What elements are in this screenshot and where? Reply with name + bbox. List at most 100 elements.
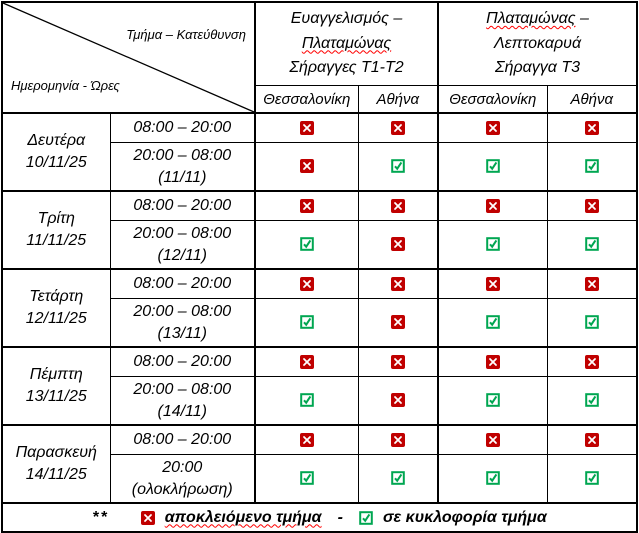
closed-x-icon — [485, 120, 500, 135]
tunnel-t3-label: Σήραγγα Τ3 — [495, 59, 581, 77]
time-note: (11/11) — [158, 168, 207, 186]
time-note: (14/11) — [157, 402, 207, 420]
open-check-icon — [299, 237, 314, 252]
time-slot-cell: 20:00 – 08:00 (11/11) — [109, 142, 256, 192]
closed-x-icon — [299, 159, 314, 174]
closed-x-icon — [390, 198, 405, 213]
time-slot-cell: 20:00 – 08:00 (13/11) — [109, 298, 256, 348]
status-cell — [437, 190, 548, 221]
status-cell — [357, 376, 439, 426]
open-check-icon — [390, 471, 405, 486]
status-cell — [437, 424, 548, 455]
route-name-word: Πλαταμώνας — [486, 9, 576, 27]
day-name: Δευτέρα — [27, 131, 86, 149]
status-cell — [437, 298, 548, 348]
time-range: 20:00 — [162, 458, 203, 476]
direction-header-athina-2: Αθήνα — [546, 85, 638, 114]
schedule-row: Πέμπτη 13/11/25 08:00 – 20:00 — [1, 346, 638, 426]
open-check-icon — [299, 315, 314, 330]
status-cell — [357, 298, 439, 348]
status-cell — [357, 454, 439, 504]
schedule-row: 20:00 – 08:00 (14/11) — [2, 376, 638, 426]
day-date: 10/11/25 — [25, 154, 87, 171]
closed-x-icon — [390, 432, 405, 447]
time-range: 08:00 – 20:00 — [133, 353, 232, 371]
closed-x-icon — [299, 120, 314, 135]
day-name: Τετάρτη — [29, 287, 84, 305]
status-cell — [546, 142, 638, 192]
open-check-icon — [485, 315, 500, 330]
status-cell — [254, 220, 359, 270]
time-slot-cell: 20:00 – 08:00 (14/11) — [109, 376, 256, 426]
direction-header-thessaloniki-1: Θεσσαλονίκη — [254, 85, 359, 114]
closed-x-icon — [584, 432, 599, 447]
column-group-platamonas-leptokarya: Πλαταμώνας – Λεπτοκαρυά Σήραγγα Τ3 — [437, 1, 638, 86]
schedule-row: Δευτέρα 10/11/25 08:00 – 20:00 — [1, 112, 638, 192]
closed-x-icon — [299, 432, 314, 447]
open-check-icon — [299, 393, 314, 408]
closed-x-icon — [584, 120, 599, 135]
status-cell — [437, 112, 548, 143]
status-cell — [254, 268, 359, 299]
open-check-icon — [584, 237, 599, 252]
day-name: Πέμπτη — [29, 365, 83, 383]
open-check-icon — [485, 159, 500, 174]
status-cell — [357, 346, 439, 377]
corner-label-section-direction: Τμήμα – Κατεύθυνση — [126, 27, 246, 42]
status-cell — [357, 190, 439, 221]
time-slot-cell: 20:00 (ολοκλήρωση) — [109, 454, 256, 504]
status-cell — [546, 220, 638, 270]
time-note: (ολοκλήρωση) — [131, 480, 233, 498]
open-check-icon — [485, 471, 500, 486]
status-cell — [546, 268, 638, 299]
open-check-icon — [390, 159, 405, 174]
time-range: 08:00 – 20:00 — [133, 431, 232, 449]
closed-x-icon — [485, 198, 500, 213]
day-name: Τρίτη — [37, 209, 75, 227]
footnote-asterisks: ** — [92, 508, 109, 526]
status-cell — [437, 346, 548, 377]
time-range: 20:00 – 08:00 — [133, 380, 232, 398]
status-cell — [357, 424, 439, 455]
time-range: 20:00 – 08:00 — [133, 302, 232, 320]
time-range: 08:00 – 20:00 — [133, 119, 232, 137]
schedule-row: Παρασκευή 14/11/25 08:00 – 20:00 — [1, 424, 638, 504]
day-cell: Τρίτη 11/11/25 — [1, 190, 111, 270]
time-range: 08:00 – 20:00 — [133, 275, 232, 293]
closed-x-icon — [299, 276, 314, 291]
open-check-icon — [584, 315, 599, 330]
schedule-row: Τρίτη 11/11/25 08:00 – 20:00 — [1, 190, 638, 270]
status-cell — [437, 142, 548, 192]
route-name-line1: Ευαγγελισμός – — [290, 9, 403, 27]
status-cell — [437, 268, 548, 299]
time-slot-cell: 08:00 – 20:00 — [109, 190, 256, 221]
closed-x-icon — [390, 354, 405, 369]
status-cell — [357, 268, 439, 299]
status-cell — [254, 454, 359, 504]
open-check-icon — [359, 510, 373, 525]
status-cell — [546, 424, 638, 455]
day-name: Παρασκευή — [15, 443, 97, 461]
tunnels-t1-t2-label: Σήραγγες Τ1-Τ2 — [289, 59, 404, 77]
status-cell — [254, 112, 359, 143]
open-check-icon — [299, 471, 314, 486]
time-slot-cell: 08:00 – 20:00 — [109, 424, 256, 455]
open-check-icon — [485, 393, 500, 408]
open-check-icon — [584, 393, 599, 408]
closed-x-icon — [390, 315, 405, 330]
status-cell — [254, 424, 359, 455]
legend-separator: - — [337, 508, 343, 526]
status-cell — [357, 142, 439, 192]
status-cell — [546, 346, 638, 377]
closed-x-icon — [140, 510, 155, 525]
corner-label-date-hours: Ημερομηνία - Ώρες — [11, 77, 120, 93]
schedule-row: 20:00 (ολοκλήρωση) — [2, 454, 638, 504]
closed-x-icon — [584, 198, 599, 213]
status-cell — [357, 220, 439, 270]
status-cell — [437, 454, 548, 504]
time-slot-cell: 20:00 – 08:00 (12/11) — [109, 220, 256, 270]
route-name-line2: Πλαταμώνας — [301, 34, 392, 52]
status-cell — [437, 376, 548, 426]
